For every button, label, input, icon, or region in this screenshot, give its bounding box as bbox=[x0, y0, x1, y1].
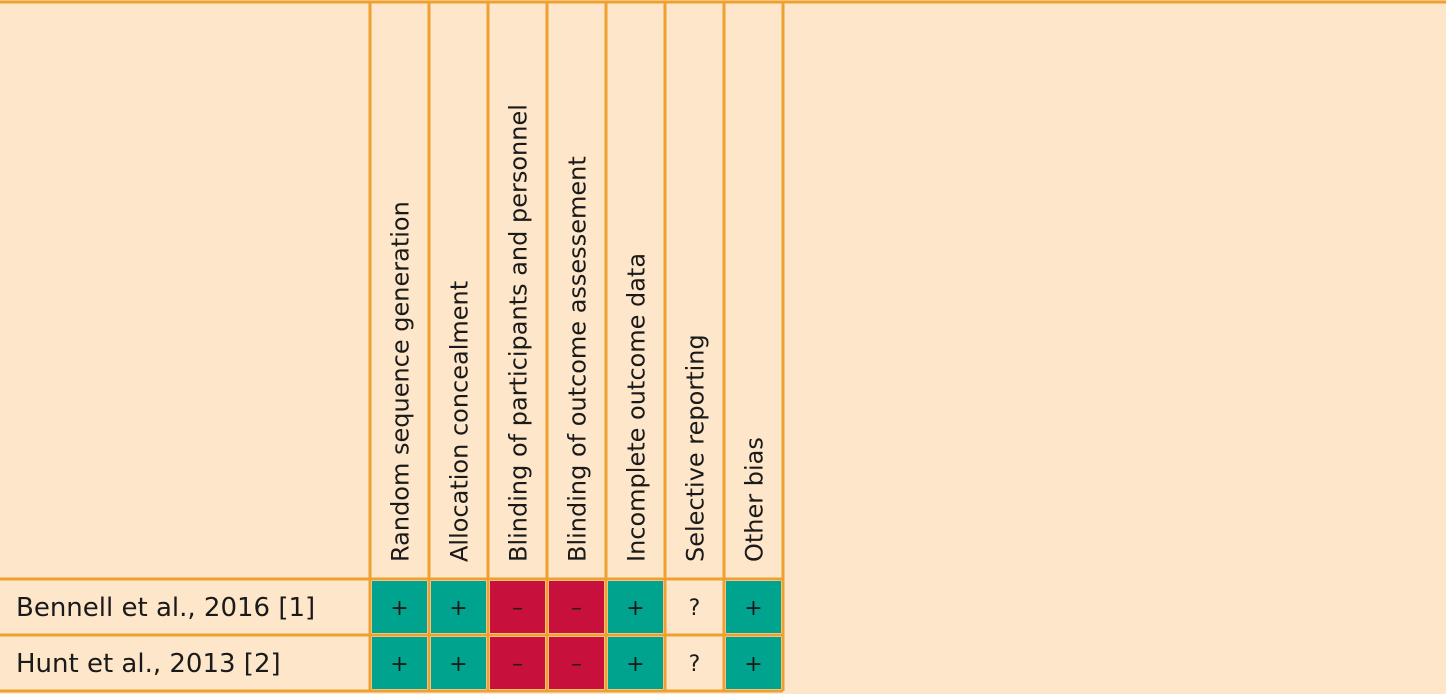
rating-cell bbox=[726, 581, 781, 633]
rating-cell bbox=[549, 637, 604, 689]
rating-symbol: – bbox=[512, 652, 523, 677]
rating-cell bbox=[490, 637, 545, 689]
rating-cells: + + – – +? + + + – – +? + bbox=[372, 581, 781, 689]
rating-symbol: – bbox=[512, 596, 523, 621]
column-header: Blinding of outcome assessement bbox=[564, 156, 592, 562]
column-header: Selective reporting bbox=[682, 334, 710, 562]
rating-cell bbox=[549, 581, 604, 633]
rating-cell bbox=[667, 637, 722, 689]
rating-symbol: + bbox=[390, 652, 408, 677]
column-header: Incomplete outcome data bbox=[623, 253, 651, 562]
column-header: Blinding of participants and personnel bbox=[505, 104, 533, 562]
column-header: Other bias bbox=[741, 437, 769, 562]
study-label: Bennell et al., 2016 [1] bbox=[16, 593, 315, 623]
rating-symbol: ? bbox=[689, 652, 701, 677]
rating-cell bbox=[431, 637, 486, 689]
study-rows: Bennell et al., 2016 [1] Hunt et al., 201… bbox=[16, 593, 315, 679]
rating-symbol: ? bbox=[689, 596, 701, 621]
column-header: Random sequence generation bbox=[387, 201, 415, 562]
rating-symbol: + bbox=[744, 596, 762, 621]
rating-symbol: + bbox=[626, 652, 644, 677]
rating-symbol: – bbox=[571, 652, 582, 677]
study-label: Hunt et al., 2013 [2] bbox=[16, 649, 281, 679]
rating-symbol: + bbox=[626, 596, 644, 621]
rating-cell bbox=[608, 581, 663, 633]
rating-symbol: + bbox=[449, 596, 467, 621]
rating-cell bbox=[431, 581, 486, 633]
rating-symbol: + bbox=[744, 652, 762, 677]
rating-symbol: – bbox=[571, 596, 582, 621]
rating-cell bbox=[726, 637, 781, 689]
rating-cell bbox=[608, 637, 663, 689]
column-headers: Random sequence generation Allocation con… bbox=[387, 104, 769, 562]
rating-cell bbox=[667, 581, 722, 633]
rating-cell bbox=[372, 637, 427, 689]
rating-cell bbox=[490, 581, 545, 633]
rating-symbol: + bbox=[449, 652, 467, 677]
rating-symbol: + bbox=[390, 596, 408, 621]
column-header: Allocation concealment bbox=[446, 281, 474, 562]
rating-cell bbox=[372, 581, 427, 633]
